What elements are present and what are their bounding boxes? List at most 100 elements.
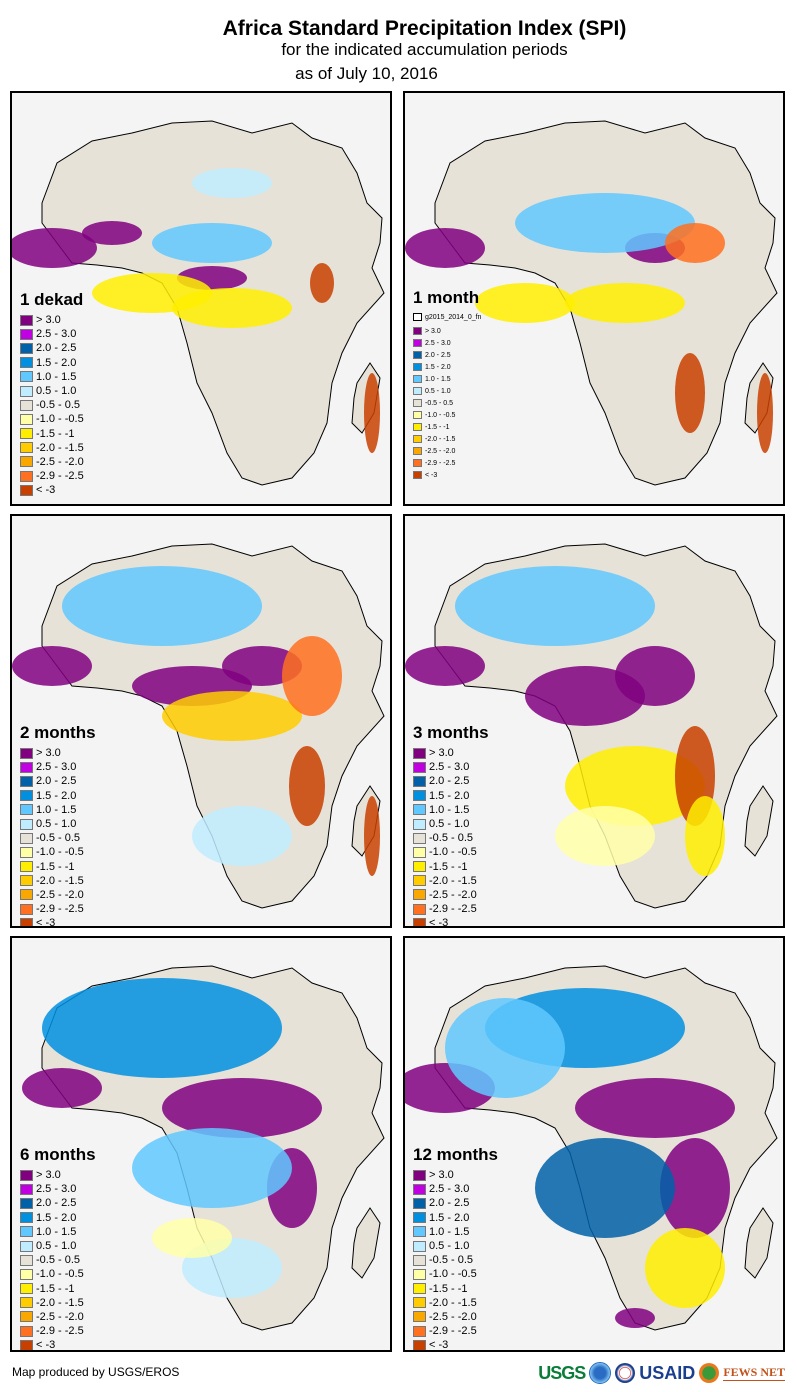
legend-swatch xyxy=(20,1240,33,1252)
madagascar-landmass xyxy=(744,785,774,857)
spi-anomaly-region xyxy=(162,1078,322,1138)
legend-swatch xyxy=(413,804,426,816)
legend-label: -2.0 - -1.5 xyxy=(429,874,477,887)
legend-swatch xyxy=(20,385,33,397)
legend-row: -2.9 - -2.5 xyxy=(413,457,481,469)
legend-label: 1.5 - 2.0 xyxy=(429,1211,470,1224)
legend-swatch xyxy=(20,1297,33,1309)
credit-text: Map produced by USGS/EROS xyxy=(12,1365,180,1379)
legend-label: 0.5 - 1.0 xyxy=(429,818,470,831)
legend-label: -2.9 - -2.5 xyxy=(36,1325,84,1338)
africa-map xyxy=(405,543,778,909)
legend-swatch xyxy=(413,832,426,844)
legend-label: -2.9 - -2.5 xyxy=(429,903,477,916)
legend-row: -1.5 - -1 xyxy=(20,427,84,441)
legend-swatch xyxy=(20,846,33,858)
legend-swatch xyxy=(413,775,426,787)
legend-label: 1.0 - 1.5 xyxy=(429,1225,470,1238)
legend-row: 1.5 - 2.0 xyxy=(413,789,489,803)
legend-row: -1.0 - -0.5 xyxy=(413,409,481,421)
legend-swatch xyxy=(413,747,426,759)
legend-swatch xyxy=(20,761,33,773)
legend-row-boundary: g2015_2014_0_fn xyxy=(413,311,481,323)
panel-title: 2 months xyxy=(20,723,96,742)
legend-label: 1.0 - 1.5 xyxy=(425,375,451,383)
legend-swatch xyxy=(413,313,422,321)
legend-swatch xyxy=(20,1197,33,1209)
legend-label: 2.5 - 3.0 xyxy=(425,339,451,347)
legend-label: > 3.0 xyxy=(429,1169,454,1182)
africa-map xyxy=(22,965,385,1331)
legend-row: -2.5 - -2.0 xyxy=(20,455,84,469)
legend-row: > 3.0 xyxy=(413,1168,498,1182)
legend-row: 1.5 - 2.0 xyxy=(413,1211,498,1225)
fews-net-logo: FEWS NET xyxy=(723,1365,785,1381)
legend-swatch xyxy=(20,1254,33,1266)
spi-anomaly-region xyxy=(172,288,292,328)
spi-anomaly-region xyxy=(645,1228,725,1308)
legend-swatch xyxy=(20,747,33,759)
legend-row: 0.5 - 1.0 xyxy=(413,1239,498,1253)
legend-label: 0.5 - 1.0 xyxy=(429,1240,470,1253)
legend-label: -0.5 - 0.5 xyxy=(36,1254,81,1267)
legend-row: -1.0 - -0.5 xyxy=(20,1267,96,1281)
usaid-seal-icon xyxy=(615,1363,636,1383)
legend-row: 2.0 - 2.5 xyxy=(20,341,84,355)
legend-label: -1.5 - -1 xyxy=(36,1282,75,1295)
legend-row: 2.5 - 3.0 xyxy=(413,337,481,349)
spi-map-panel: 1 month g2015_2014_0_fn > 3.0 2.5 - 3.0 2.0 … xyxy=(403,91,785,506)
spi-anomaly-region xyxy=(535,1138,675,1238)
spi-anomaly-region xyxy=(152,223,272,263)
legend-row: 1.0 - 1.5 xyxy=(20,803,96,817)
legend-label: 2.5 - 3.0 xyxy=(36,761,77,774)
legend-swatch xyxy=(413,375,422,383)
legend-label: -1.0 - -0.5 xyxy=(425,411,456,419)
panel-title: 1 dekad xyxy=(20,290,84,309)
legend-swatch xyxy=(20,314,33,326)
spi-anomaly-region xyxy=(405,228,485,268)
africa-map xyxy=(12,543,385,909)
legend-swatch xyxy=(413,875,426,887)
panel-title: 6 months xyxy=(20,1145,96,1164)
legend-swatch xyxy=(20,790,33,802)
legend-label: < -3 xyxy=(36,484,56,497)
fews-globe-icon xyxy=(699,1363,720,1383)
legend-row: -2.0 - -1.5 xyxy=(20,441,84,455)
usaid-logo: USAID xyxy=(639,1362,696,1383)
legend-swatch xyxy=(413,818,426,830)
legend-row: 2.5 - 3.0 xyxy=(413,760,489,774)
spi-anomaly-region xyxy=(192,806,292,866)
legend-label: -1.0 - -0.5 xyxy=(36,413,84,426)
legend-swatch xyxy=(20,832,33,844)
legend-swatch xyxy=(20,804,33,816)
map-title: Africa Standard Precipitation Index (SPI… xyxy=(222,17,627,40)
spi-anomaly-region xyxy=(310,263,334,303)
legend-row: -1.5 - -1 xyxy=(20,860,96,874)
legend-swatch xyxy=(20,371,33,383)
legend-swatch xyxy=(20,328,33,340)
madagascar-landmass xyxy=(744,1207,774,1279)
legend-swatch xyxy=(413,411,422,419)
legend-swatch xyxy=(20,861,33,873)
legend-swatch xyxy=(413,399,422,407)
spi-legend: 6 months > 3.0 2.5 - 3.0 2.0 - 2.5 1.5 - 2.0… xyxy=(20,1145,96,1352)
legend-label: 0.5 - 1.0 xyxy=(36,385,77,398)
legend-label: -1.0 - -0.5 xyxy=(429,1268,477,1281)
legend-swatch xyxy=(413,790,426,802)
legend-label: 1.5 - 2.0 xyxy=(36,1211,77,1224)
legend-row: 1.5 - 2.0 xyxy=(20,789,96,803)
legend-label: -1.5 - -1 xyxy=(429,1282,468,1295)
legend-label: -2.5 - -2.0 xyxy=(425,447,456,455)
spi-legend: 12 months > 3.0 2.5 - 3.0 2.0 - 2.5 1.5 - 2.… xyxy=(413,1145,498,1350)
legend-row: -0.5 - 0.5 xyxy=(413,397,481,409)
legend-label: > 3.0 xyxy=(36,314,61,327)
legend-row: 2.5 - 3.0 xyxy=(20,327,84,341)
spi-anomaly-region xyxy=(757,373,773,453)
legend-swatch xyxy=(413,435,422,443)
legend-label: -1.0 - -0.5 xyxy=(429,846,477,859)
legend-row: 2.0 - 2.5 xyxy=(20,774,96,788)
noaa-logo-icon xyxy=(589,1362,612,1384)
legend-label: 1.5 - 2.0 xyxy=(425,363,451,371)
legend-swatch xyxy=(413,1240,426,1252)
legend-label: < -3 xyxy=(36,1339,56,1352)
